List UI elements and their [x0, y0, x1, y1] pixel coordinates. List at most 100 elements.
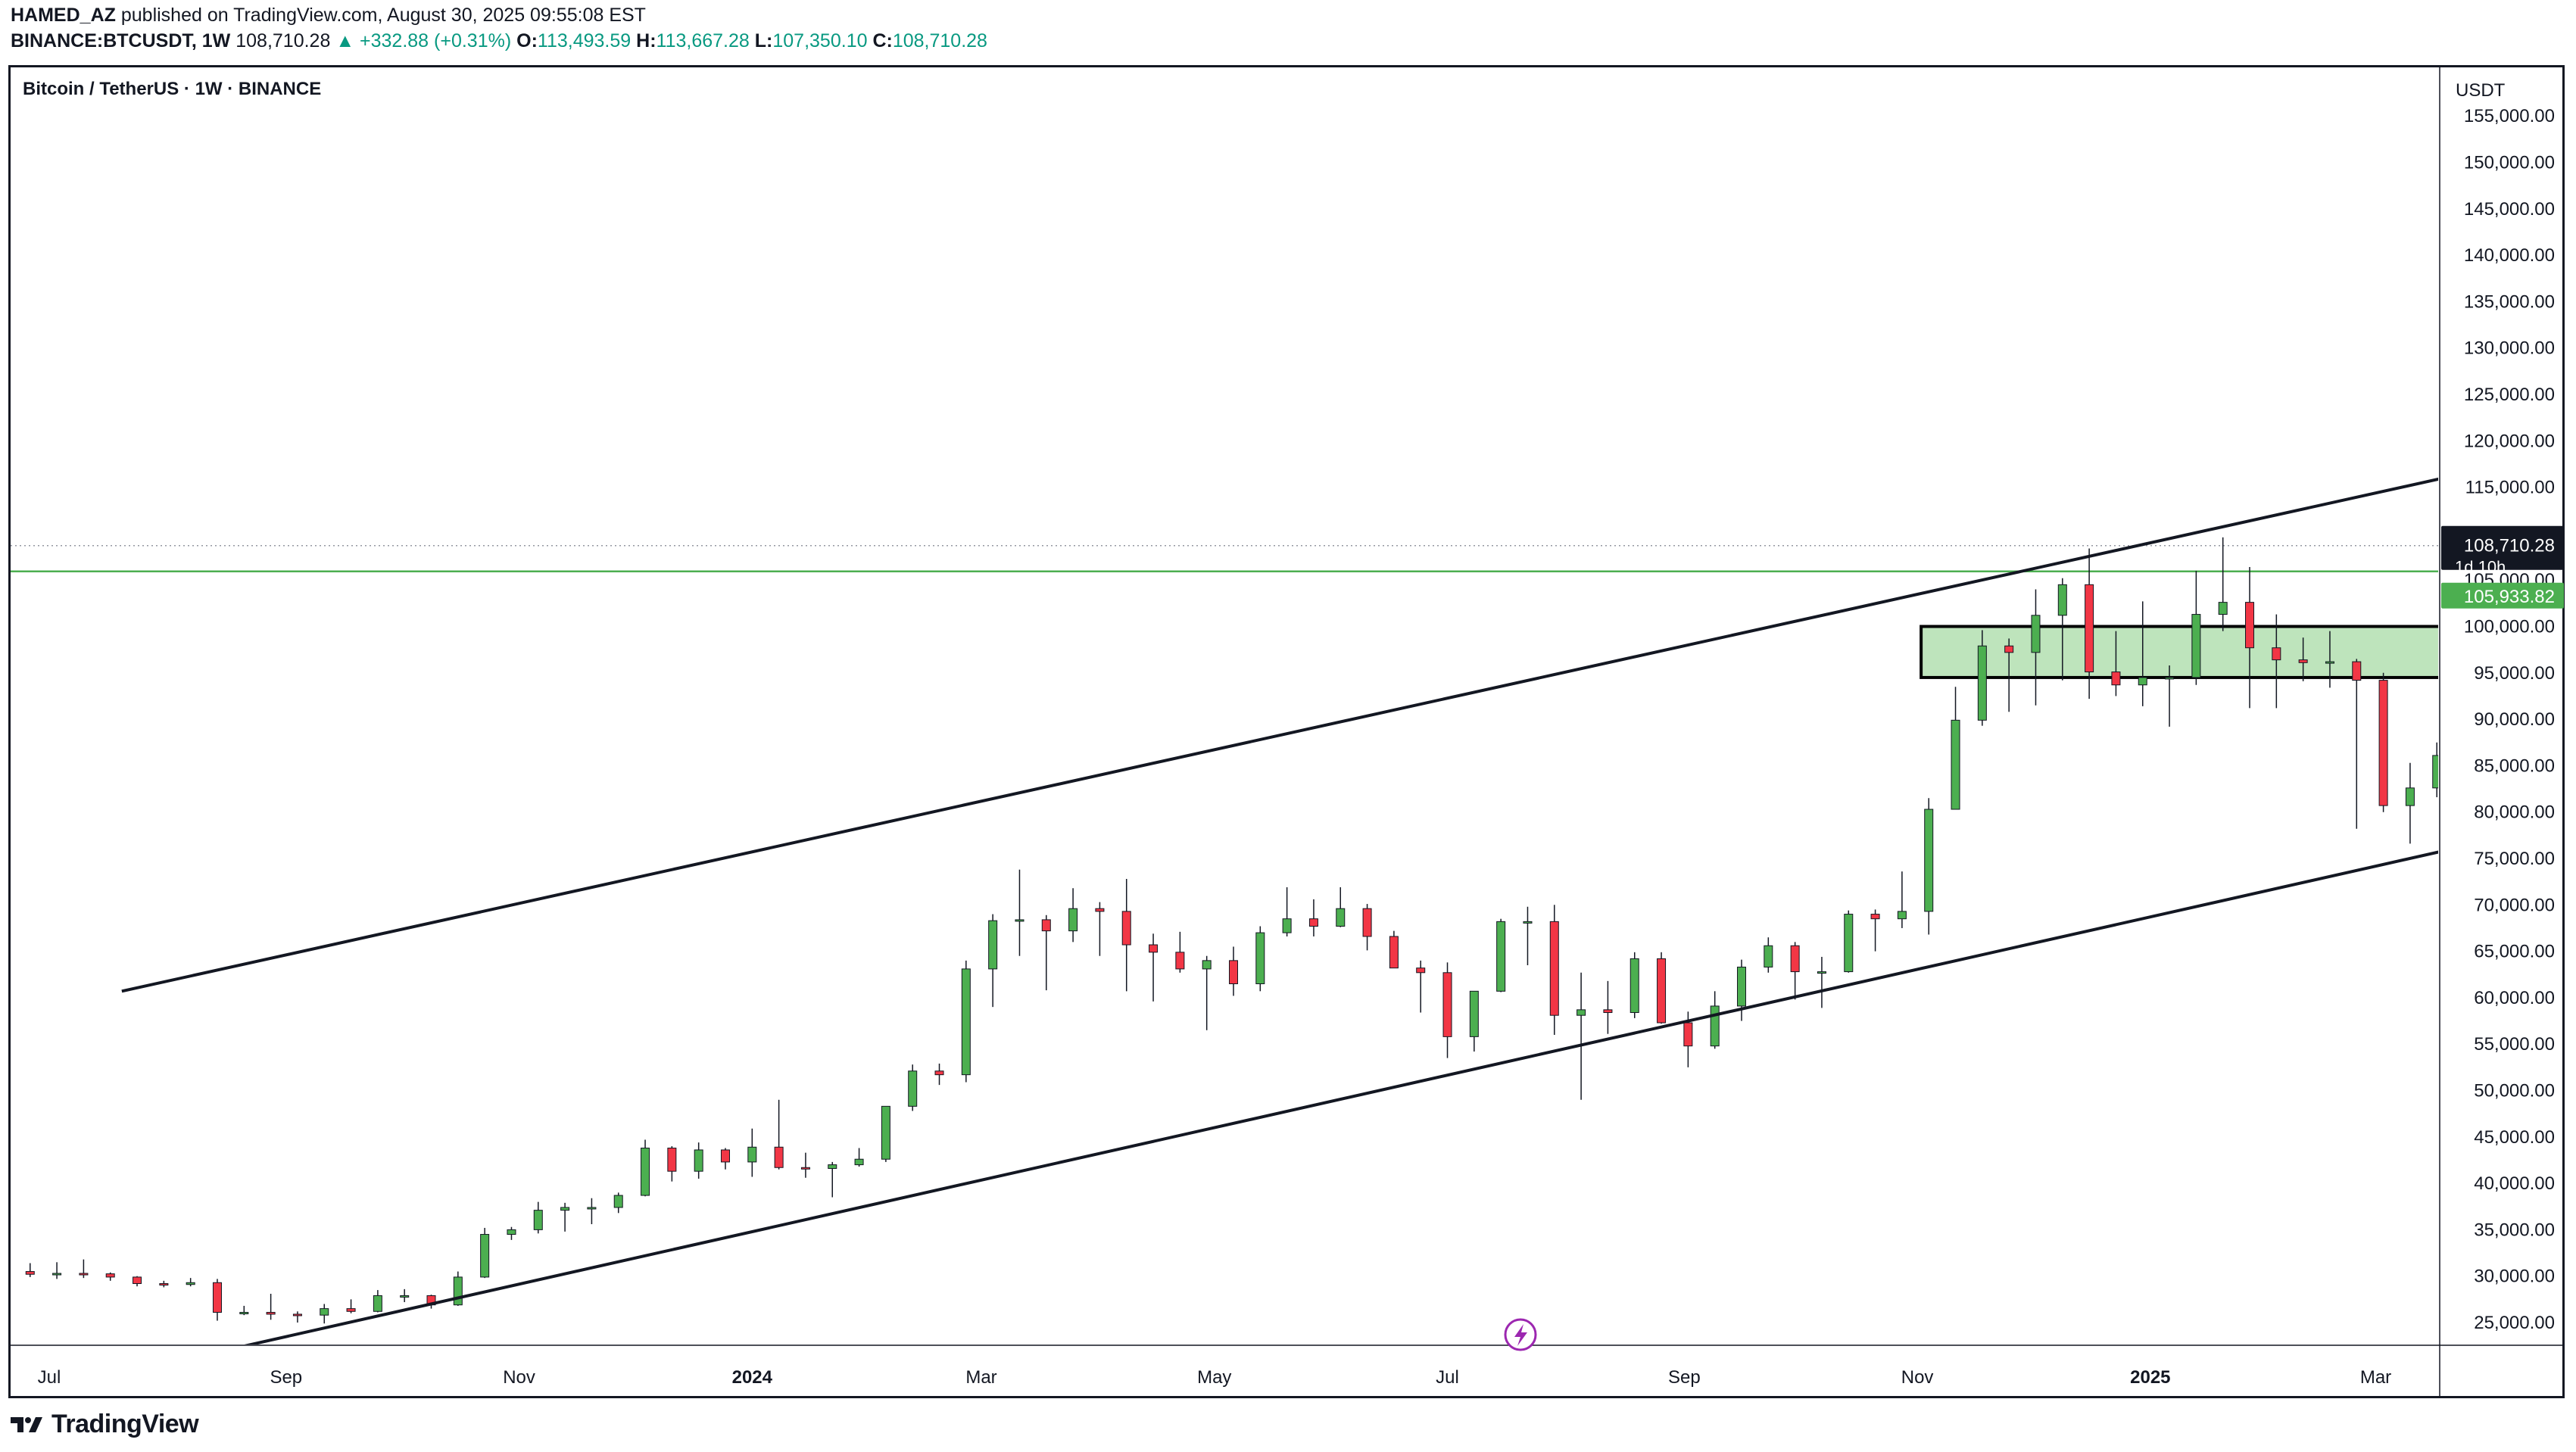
- candle-up: [507, 1229, 516, 1235]
- candle-up: [2138, 677, 2147, 686]
- price-tick-label: 145,000.00: [2464, 199, 2555, 220]
- candle-down: [1416, 967, 1426, 974]
- candle-up: [881, 1105, 890, 1160]
- price-tick-label: 125,000.00: [2464, 385, 2555, 405]
- candle-down: [292, 1313, 302, 1316]
- high-value: 113,667.28: [656, 30, 750, 51]
- candle-down: [133, 1276, 142, 1285]
- candle-down: [1790, 945, 1800, 973]
- candle-up: [854, 1158, 864, 1166]
- candle-up: [2031, 615, 2041, 653]
- time-tick-label: Jul: [38, 1367, 61, 1388]
- candle-up: [1015, 919, 1024, 922]
- candle-up: [1897, 911, 1907, 920]
- channel-line-upper: [121, 477, 2438, 993]
- price-tick-label: 75,000.00: [2474, 849, 2555, 869]
- candle-up: [2405, 787, 2415, 806]
- price-tick-label: 60,000.00: [2474, 988, 2555, 1008]
- candle-down: [1175, 952, 1185, 970]
- candle-up: [908, 1070, 918, 1107]
- published-text: published on TradingView.com, August 30,…: [120, 5, 646, 26]
- candle-down: [1389, 936, 1399, 969]
- lightning-icon[interactable]: [1504, 1318, 1537, 1351]
- candle-down: [720, 1149, 730, 1163]
- tradingview-logo[interactable]: TradingView: [11, 1410, 199, 1439]
- price-tick-label: 55,000.00: [2474, 1034, 2555, 1055]
- symbol-label: BINANCE:BTCUSDT, 1W: [11, 30, 231, 51]
- candle-up: [1764, 945, 1773, 967]
- candle-up: [2191, 614, 2201, 678]
- chart-frame: [8, 65, 2565, 1398]
- candle-up: [186, 1282, 195, 1285]
- candle-up: [587, 1207, 597, 1210]
- candle-up: [988, 920, 998, 970]
- candle-up: [1737, 966, 1747, 1007]
- low-value: 107,350.10: [772, 30, 868, 51]
- price-tick-label: 100,000.00: [2464, 617, 2555, 637]
- candle-down: [1362, 908, 1372, 937]
- candle-down: [1603, 1009, 1613, 1014]
- high-label: H:: [636, 30, 656, 51]
- price-tick-label: 120,000.00: [2464, 431, 2555, 451]
- candle-down: [25, 1271, 35, 1275]
- publication-header: HAMED_AZ published on TradingView.com, A…: [11, 5, 646, 26]
- candle-up: [1924, 809, 1934, 912]
- time-tick-label: 2025: [2130, 1367, 2170, 1388]
- author-name[interactable]: HAMED_AZ: [11, 5, 116, 26]
- candle-up: [1202, 960, 1212, 970]
- candle-up: [1469, 990, 1479, 1037]
- candle-down: [2085, 584, 2094, 673]
- candle-down: [2004, 645, 2014, 653]
- candle-up: [400, 1295, 410, 1298]
- time-tick-label: 2024: [732, 1367, 773, 1388]
- time-tick-label: Sep: [270, 1367, 302, 1388]
- candle-up: [1844, 914, 1854, 973]
- price-tick-label: 130,000.00: [2464, 338, 2555, 359]
- candle-up: [2432, 755, 2438, 789]
- last-price-countdown: 1d 10h: [2455, 558, 2506, 577]
- candle-down: [1683, 1022, 1693, 1047]
- level-price-tag: [2441, 582, 2564, 609]
- candle-up: [373, 1295, 382, 1312]
- candle-down: [2298, 659, 2308, 663]
- last-price-tag: [2441, 525, 2564, 570]
- candle-up: [1629, 958, 1639, 1014]
- lightning-icon-bolt: [1514, 1324, 1527, 1346]
- price-tick-label: 80,000.00: [2474, 802, 2555, 823]
- candle-up: [1068, 908, 1078, 932]
- candle-down: [2352, 661, 2362, 681]
- candle-down: [1149, 944, 1159, 953]
- time-tick-label: May: [1197, 1367, 1231, 1388]
- candle-up: [2325, 661, 2334, 664]
- candle-down: [774, 1146, 784, 1168]
- last-price-tag-value: 108,710.28: [2464, 536, 2555, 556]
- candle-down: [1121, 911, 1131, 946]
- candle-up: [1951, 719, 1960, 810]
- candle-up: [1977, 645, 1987, 721]
- price-tick-label: 150,000.00: [2464, 153, 2555, 173]
- candle-up: [828, 1164, 837, 1169]
- candle-up: [613, 1195, 623, 1208]
- candle-up: [1710, 1005, 1720, 1047]
- price-tick-label: 115,000.00: [2465, 478, 2555, 498]
- plot-area: 0.382 (105,682.99)0.5 (99,191.16)0.382 (…: [11, 477, 2468, 1345]
- candle-up: [1336, 908, 1346, 927]
- price-unit-label[interactable]: USDT: [2456, 80, 2506, 101]
- open-label: O:: [516, 30, 538, 51]
- candle-up: [641, 1148, 650, 1196]
- candle-down: [1549, 921, 1559, 1016]
- ohlc-header: BINANCE:BTCUSDT, 1W 108,710.28 ▲ +332.88…: [11, 30, 987, 52]
- candle-down: [2459, 756, 2468, 791]
- price-tick-label: 25,000.00: [2474, 1313, 2555, 1333]
- time-tick-label: Mar: [965, 1367, 996, 1388]
- candle-up: [1576, 1009, 1586, 1016]
- candle-up: [320, 1308, 329, 1316]
- time-tick-label: Sep: [1668, 1367, 1701, 1388]
- candle-down: [266, 1312, 276, 1315]
- candle-up: [480, 1234, 490, 1278]
- support-zone: [1920, 625, 2438, 679]
- candle-down: [1442, 972, 1452, 1037]
- candle-down: [2111, 671, 2121, 686]
- tradingview-logo-icon: [11, 1416, 42, 1432]
